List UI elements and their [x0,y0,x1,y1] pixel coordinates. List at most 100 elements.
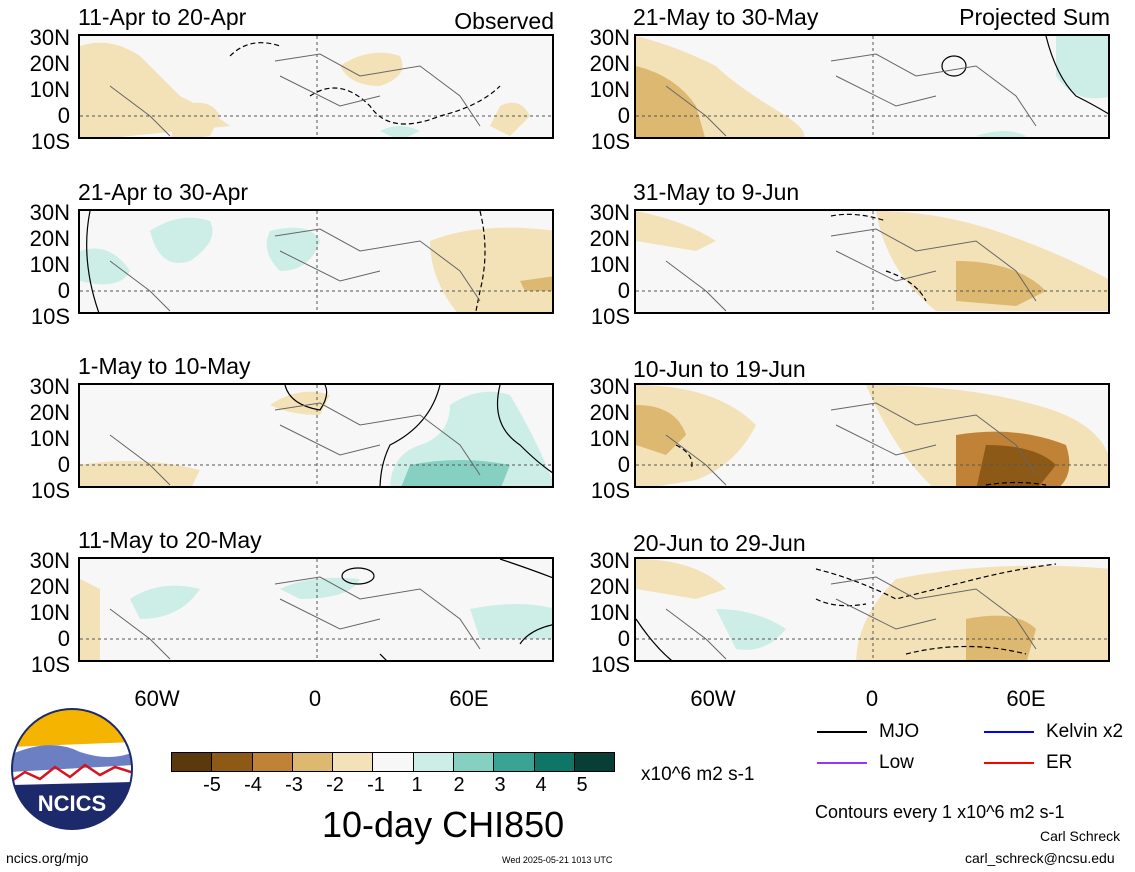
lat-label: 30N [589,374,630,399]
lat-label: 10N [589,600,630,625]
map-panel-5 [78,383,554,488]
panel-title: 21-May to 30-May [633,4,819,30]
panel-title: 1-May to 10-May [78,353,251,379]
lat-label: 10S [30,478,70,503]
colorbar-tick: 2 [453,774,465,796]
lon-label: 60W [134,686,180,711]
colorbar-swatch [453,752,495,772]
colorbar-swatch [332,752,374,772]
logo-text: NCICS [38,791,106,816]
colorbar-tick: -5 [203,774,221,796]
map-panel-3 [78,209,554,314]
lon-label: 60E [449,686,489,711]
legend-label: Kelvin x2 [1046,721,1124,742]
colorbar-swatch [291,752,334,772]
panel-title: 11-May to 20-May [78,527,262,553]
colorbar-tick: 3 [494,774,506,796]
lat-label: 0 [617,452,630,477]
ncics-logo: NCICS [10,707,134,831]
lat-label: 10N [589,77,630,102]
panel-title: 31-May to 9-Jun [633,179,800,205]
lat-label: 30N [29,200,70,225]
legend-line [984,762,1034,764]
lat-label: 30N [589,200,630,225]
panel-title: 11-Apr to 20-Apr [78,4,247,30]
lat-label: 10S [30,129,70,154]
colorbar-tick: 1 [411,774,423,796]
colorbar-tick: 5 [576,774,588,796]
colorbar-swatch [171,752,213,772]
lat-label: 20N [589,51,630,76]
lat-label: 10S [30,652,70,677]
colorbar-tick: -4 [244,774,262,796]
lat-label: 0 [57,103,70,128]
legend-line [817,762,867,764]
lat-label: 0 [617,103,630,128]
map-panel-8 [634,557,1110,662]
map-panel-7 [78,557,554,662]
colorbar-swatch [493,752,535,772]
lat-label: 20N [29,400,70,425]
website-url: ncics.org/mjo [6,850,89,866]
panel-title: 20-Jun to 29-Jun [633,530,806,556]
panel-title: 21-Apr to 30-Apr [78,179,249,205]
panel-corner-label: Projected Sum [959,4,1110,30]
lat-label: 10S [590,304,630,329]
lat-label: 10N [589,426,630,451]
panel-title: 10-Jun to 19-Jun [633,356,806,382]
lat-label: 30N [29,548,70,573]
colorbar-tick: 4 [535,774,547,796]
legend-label: ER [1046,752,1073,773]
timestamp: Wed 2025-05-21 1013 UTC [502,855,613,865]
lat-label: 10N [29,600,70,625]
legend-line [817,731,867,733]
lat-label: 0 [617,278,630,303]
colorbar-units: x10^6 m2 s-1 [641,764,755,785]
legend-item-mjo: MJO [817,721,919,743]
lon-label: 60E [1006,686,1046,711]
lat-label: 10N [29,426,70,451]
lat-label: 10N [29,77,70,102]
colorbar-swatch [211,752,253,772]
lat-label: 10S [590,129,630,154]
lat-label: 0 [57,626,70,651]
map-panel-1 [78,34,554,139]
lat-label: 20N [589,400,630,425]
map-panel-2 [634,34,1110,139]
lat-label: 30N [589,548,630,573]
lat-label: 10S [590,652,630,677]
lat-label: 10S [590,478,630,503]
lat-label: 30N [29,25,70,50]
lat-label: 10N [29,252,70,277]
contours-note: Contours every 1 x10^6 m2 s-1 [815,802,1065,822]
colorbar-swatch [251,752,293,772]
lat-label: 0 [57,278,70,303]
legend-line [984,731,1034,733]
lat-label: 30N [589,25,630,50]
email: carl_schreck@ncsu.edu [965,850,1115,866]
panel-corner-label: Observed [454,8,554,34]
colorbar-tick: -2 [326,774,344,796]
colorbar [171,752,616,772]
colorbar-swatch [412,752,455,772]
legend-label: Low [879,752,914,773]
lat-label: 20N [29,226,70,251]
colorbar-swatch [573,752,616,772]
lat-label: 10N [589,252,630,277]
main-title: 10-day CHI850 [322,804,565,845]
colorbar-tick: -3 [285,774,303,796]
lat-label: 10S [30,304,70,329]
lat-label: 20N [29,574,70,599]
lon-label: 0 [865,686,879,711]
map-panel-6 [634,383,1110,488]
lat-label: 0 [57,452,70,477]
lat-label: 20N [589,574,630,599]
lat-label: 20N [589,226,630,251]
lon-label: 60W [690,686,736,711]
lat-label: 0 [617,626,630,651]
legend-label: MJO [879,721,920,742]
lat-label: 30N [29,374,70,399]
colorbar-swatch [372,752,414,772]
legend-item-er: ER [984,752,1072,774]
lat-label: 20N [29,51,70,76]
